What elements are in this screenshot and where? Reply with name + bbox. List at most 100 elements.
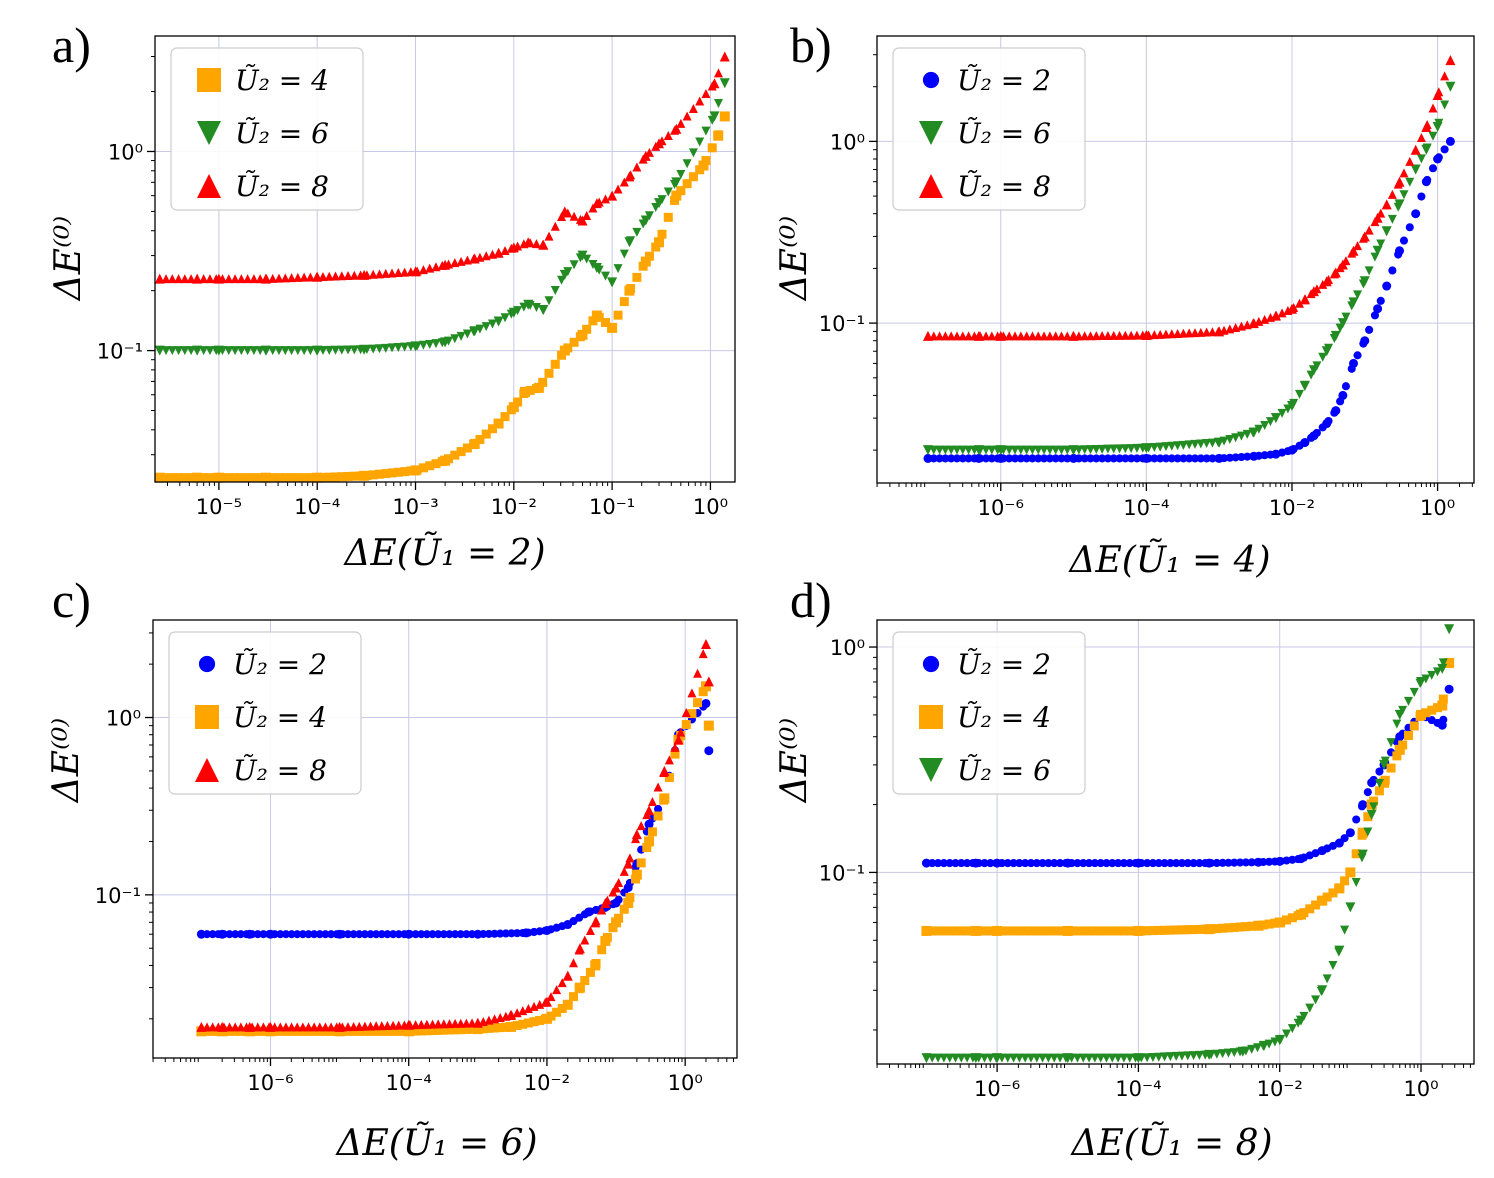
data-point (405, 930, 415, 939)
data-point (469, 327, 479, 337)
data-point (688, 148, 698, 158)
data-point (1138, 330, 1148, 340)
data-point (1248, 428, 1258, 438)
data-point (388, 1026, 398, 1036)
data-point (1086, 454, 1095, 463)
data-point (1096, 1053, 1106, 1063)
data-point (1223, 1048, 1233, 1058)
data-point (1120, 330, 1130, 340)
data-point (475, 252, 485, 262)
data-point (1265, 857, 1274, 866)
data-point (1212, 858, 1221, 868)
data-point (1119, 1053, 1129, 1063)
legend-label: Ũ₂ = 6 (957, 754, 1051, 787)
data-point (964, 445, 974, 455)
data-point (1230, 858, 1239, 867)
data-point (602, 932, 612, 942)
data-point (249, 274, 259, 284)
data-point (644, 251, 654, 261)
data-point (974, 926, 984, 936)
data-point (1393, 179, 1403, 189)
data-point (1311, 900, 1321, 910)
data-point (268, 273, 278, 283)
data-point (225, 1022, 235, 1032)
data-point (582, 254, 592, 264)
data-point (940, 331, 950, 341)
data-point (642, 810, 652, 820)
data-point (695, 165, 705, 175)
data-point (211, 274, 221, 284)
data-point (1107, 926, 1117, 936)
data-point (1022, 445, 1032, 455)
data-point (1318, 423, 1327, 432)
data-point (535, 1015, 545, 1025)
data-point (374, 344, 384, 354)
data-point (538, 240, 548, 250)
data-point (349, 471, 359, 481)
data-point (1045, 331, 1055, 341)
data-point (506, 309, 516, 319)
data-point (1243, 452, 1252, 461)
legend: Ũ₂ = 2 Ũ₂ = 6 Ũ₂ = 8 (892, 47, 1086, 211)
data-point (1289, 398, 1299, 408)
data-point (1258, 1041, 1268, 1051)
data-point (1196, 327, 1206, 337)
data-point (939, 1053, 949, 1063)
data-point (1178, 440, 1188, 450)
data-point (673, 734, 684, 745)
data-point (1439, 715, 1448, 724)
data-point (383, 930, 392, 939)
data-point (418, 463, 428, 473)
data-point (343, 471, 353, 481)
data-point (1194, 924, 1204, 934)
data-point (1109, 444, 1119, 454)
data-point (632, 272, 642, 282)
data-point (557, 211, 567, 221)
data-point (1196, 439, 1206, 449)
data-point (208, 1022, 218, 1032)
data-point (236, 473, 246, 483)
data-point (381, 268, 391, 278)
data-point (469, 439, 479, 449)
data-point (280, 273, 290, 283)
data-point (1051, 331, 1061, 341)
data-point (1160, 859, 1169, 868)
data-point (681, 720, 691, 730)
data-point (1155, 442, 1165, 452)
data-point (437, 457, 447, 467)
data-point (1427, 670, 1437, 680)
data-point (1085, 859, 1094, 868)
data-point (1300, 294, 1310, 304)
data-point (980, 926, 990, 936)
data-point (638, 219, 648, 229)
data-point (362, 270, 372, 280)
data-point (1265, 417, 1275, 427)
data-point (1386, 763, 1396, 773)
data-point (236, 346, 246, 356)
data-point (287, 473, 297, 483)
data-point (242, 930, 251, 939)
data-point (318, 472, 328, 482)
data-point (462, 443, 472, 453)
data-point (1252, 921, 1262, 931)
data-point (563, 343, 573, 353)
data-point (676, 186, 686, 196)
data-point (923, 331, 933, 341)
data-point (614, 913, 624, 923)
data-point (1045, 454, 1054, 463)
data-point (161, 346, 171, 356)
data-point (632, 227, 642, 237)
data-point (1202, 327, 1212, 337)
data-point (224, 274, 234, 284)
data-point (1398, 705, 1408, 715)
data-point (594, 312, 604, 322)
data-point (1004, 445, 1014, 455)
data-point (540, 997, 550, 1007)
data-point (1394, 744, 1405, 755)
x-axis-label: ΔE(Ũ₁ = 6) (334, 1122, 537, 1164)
data-point (653, 811, 663, 821)
data-point (991, 926, 1001, 936)
panel-letter: c) (52, 572, 91, 628)
data-point (211, 473, 221, 483)
